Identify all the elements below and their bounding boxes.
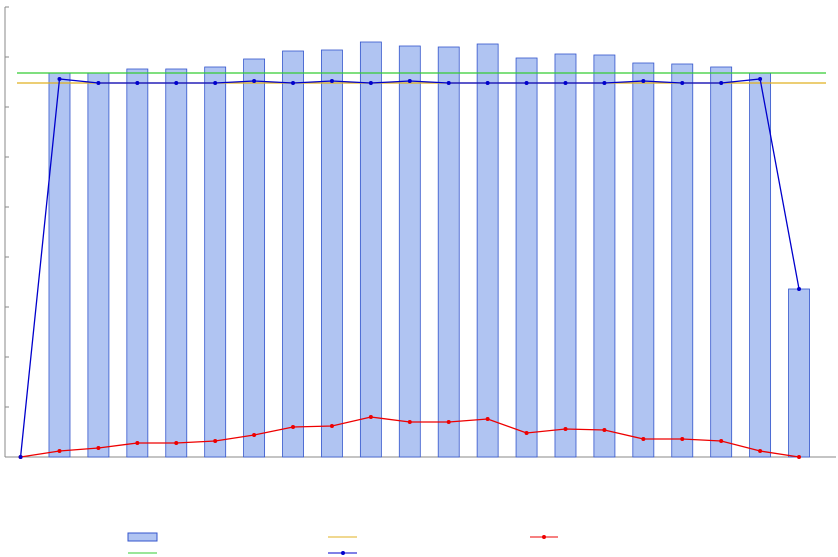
- bar: [632, 62, 655, 458]
- point: [96, 446, 101, 450]
- point: [135, 81, 140, 85]
- bar: [671, 63, 694, 458]
- point: [524, 81, 529, 85]
- point: [485, 81, 490, 85]
- point: [602, 81, 607, 85]
- legend-swatch: [127, 532, 158, 542]
- bar: [437, 46, 460, 458]
- bar: [515, 57, 538, 458]
- bar: [593, 54, 616, 458]
- legend-swatch: [542, 535, 546, 539]
- point: [641, 79, 646, 83]
- legend-swatch: [341, 551, 345, 555]
- point: [252, 79, 257, 83]
- point: [329, 424, 334, 428]
- point: [96, 81, 101, 85]
- point: [485, 417, 490, 421]
- point: [135, 441, 140, 445]
- point: [680, 81, 685, 85]
- point: [797, 287, 802, 291]
- point: [368, 415, 373, 419]
- bar: [204, 66, 227, 458]
- point: [446, 420, 451, 424]
- point: [407, 420, 412, 424]
- bar: [165, 68, 188, 458]
- point: [291, 81, 296, 85]
- bar: [359, 41, 382, 458]
- point: [291, 425, 296, 429]
- bar: [321, 49, 343, 458]
- point: [641, 437, 646, 441]
- bar: [243, 58, 266, 458]
- point: [329, 79, 334, 83]
- point: [719, 439, 724, 443]
- point: [252, 433, 257, 437]
- point: [719, 81, 724, 85]
- point: [174, 81, 179, 85]
- bar: [476, 43, 499, 458]
- point: [18, 455, 23, 459]
- bar: [749, 72, 772, 458]
- bar: [710, 66, 733, 458]
- bar: [87, 72, 110, 458]
- legend: [127, 532, 558, 555]
- point: [368, 81, 373, 85]
- point: [680, 437, 685, 441]
- bar: [282, 50, 304, 458]
- point: [758, 77, 763, 81]
- bar: [398, 45, 421, 458]
- point: [57, 449, 62, 453]
- point: [758, 449, 763, 453]
- point: [524, 431, 529, 435]
- point: [797, 455, 802, 459]
- point: [407, 79, 412, 83]
- bar: [554, 53, 577, 458]
- point: [213, 439, 218, 443]
- point: [57, 77, 62, 81]
- bar: [788, 288, 810, 458]
- point: [174, 441, 179, 445]
- bar: [126, 68, 149, 458]
- point: [563, 427, 568, 431]
- point: [213, 81, 218, 85]
- point: [446, 81, 451, 85]
- point: [602, 428, 607, 432]
- bar: [48, 72, 71, 458]
- point: [563, 81, 568, 85]
